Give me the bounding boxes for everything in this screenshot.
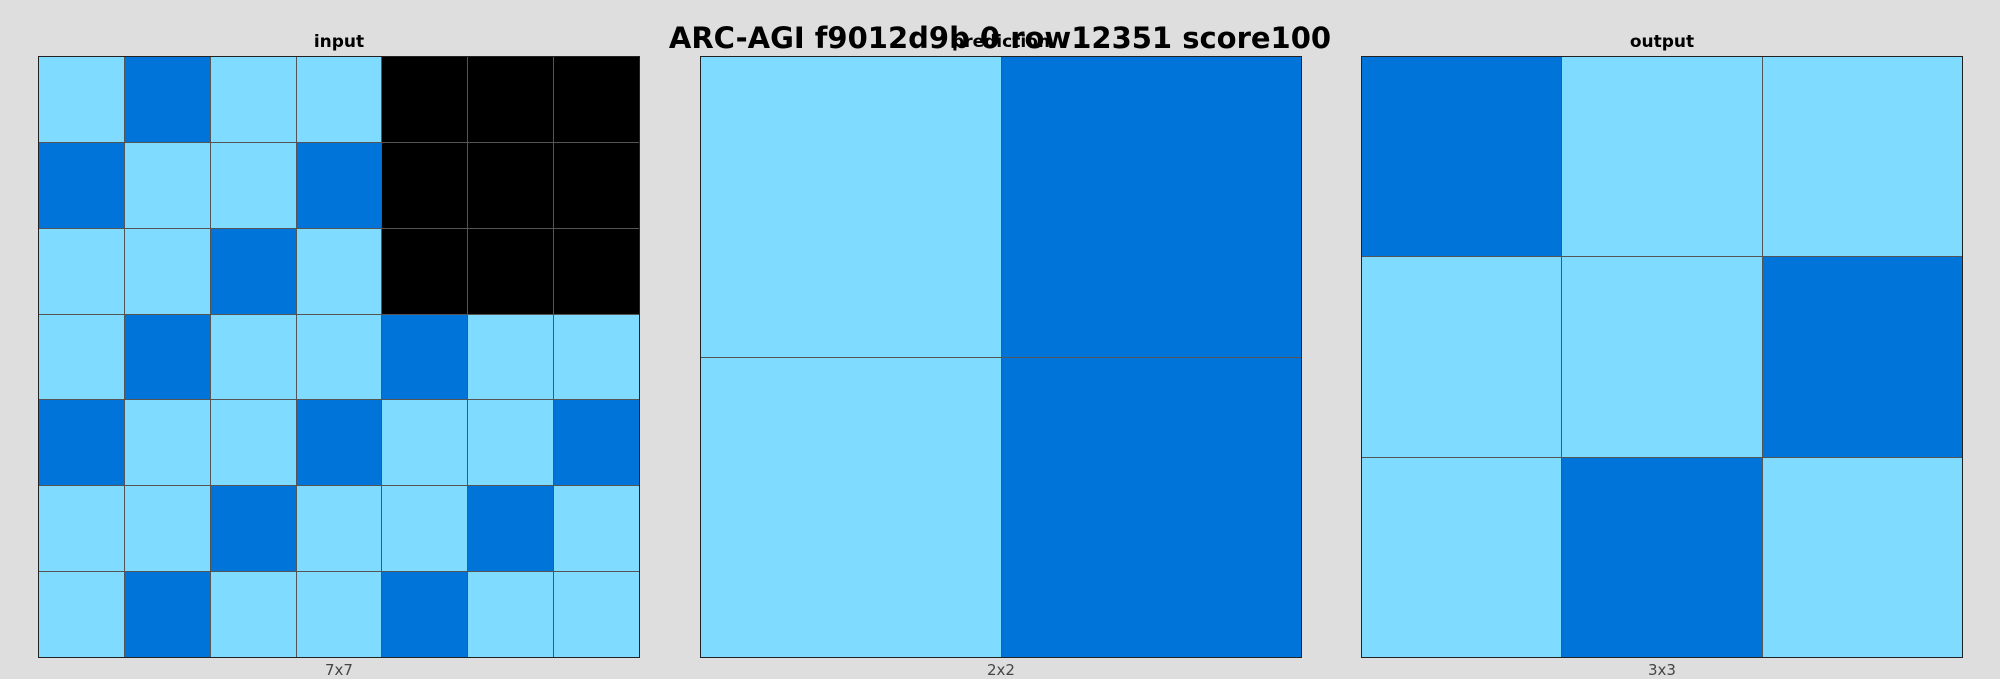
grid-cell: [210, 314, 296, 400]
grid-cell: [39, 57, 124, 142]
output-panel-title: output: [1629, 32, 1695, 52]
grid-cell: [1562, 257, 1762, 457]
grid-cell: [39, 400, 124, 486]
grid-cell: [39, 142, 124, 228]
grid-cell: [468, 142, 554, 228]
grid-cell: [39, 228, 124, 314]
grid-cell: [296, 142, 382, 228]
grid-cell: [1562, 57, 1762, 257]
grid-cell: [1762, 457, 1962, 657]
grid-cell: [124, 57, 210, 142]
output-dims-label: 3x3: [1648, 661, 1676, 679]
input-panel: input 7x7: [39, 0, 639, 679]
grid-cell: [554, 142, 639, 228]
prediction-panel-title: prediction: [952, 32, 1050, 52]
grid-cell: [1562, 457, 1762, 657]
input-grid: [39, 57, 639, 657]
output-panel: output 3x3: [1362, 0, 1962, 679]
grid-cell: [468, 228, 554, 314]
grid-cell: [296, 57, 382, 142]
prediction-grid: [701, 57, 1301, 657]
grid-cell: [39, 314, 124, 400]
input-dims-label: 7x7: [325, 661, 353, 679]
grid-cell: [468, 400, 554, 486]
prediction-dims-label: 2x2: [987, 661, 1015, 679]
grid-cell: [124, 572, 210, 657]
grid-cell: [296, 228, 382, 314]
grid-cell: [124, 314, 210, 400]
grid-cell: [210, 486, 296, 572]
grid-cell: [1362, 457, 1562, 657]
grid-cell: [210, 57, 296, 142]
grid-cell: [1001, 357, 1301, 657]
prediction-panel: prediction 2x2: [701, 0, 1301, 679]
grid-cell: [554, 228, 639, 314]
grid-cell: [1362, 57, 1562, 257]
grid-cell: [468, 572, 554, 657]
grid-cell: [39, 486, 124, 572]
grid-cell: [296, 314, 382, 400]
grid-cell: [468, 57, 554, 142]
grid-cell: [296, 572, 382, 657]
grid-cell: [124, 486, 210, 572]
grid-cell: [210, 572, 296, 657]
grid-cell: [296, 400, 382, 486]
grid-cell: [701, 57, 1001, 357]
grid-cell: [468, 486, 554, 572]
grid-cell: [1762, 257, 1962, 457]
grid-cell: [210, 228, 296, 314]
grid-cell: [296, 486, 382, 572]
grid-cell: [554, 572, 639, 657]
grid-cell: [39, 572, 124, 657]
grid-cell: [382, 142, 468, 228]
grid-cell: [382, 314, 468, 400]
figure-title: ARC-AGI f9012d9b 0 row12351 score100: [668, 21, 1332, 55]
grid-cell: [468, 314, 554, 400]
grid-cell: [1001, 57, 1301, 357]
grid-cell: [124, 400, 210, 486]
grid-cell: [210, 400, 296, 486]
output-grid: [1362, 57, 1962, 657]
input-panel-title: input: [313, 32, 365, 52]
grid-cell: [210, 142, 296, 228]
grid-cell: [124, 142, 210, 228]
grid-cell: [382, 400, 468, 486]
grid-cell: [701, 357, 1001, 657]
grid-cell: [554, 314, 639, 400]
grid-cell: [1362, 257, 1562, 457]
grid-cell: [124, 228, 210, 314]
grid-cell: [554, 400, 639, 486]
grid-cell: [382, 228, 468, 314]
grid-cell: [382, 572, 468, 657]
grid-cell: [554, 57, 639, 142]
grid-cell: [1762, 57, 1962, 257]
grid-cell: [382, 486, 468, 572]
grid-cell: [382, 57, 468, 142]
grid-cell: [554, 486, 639, 572]
